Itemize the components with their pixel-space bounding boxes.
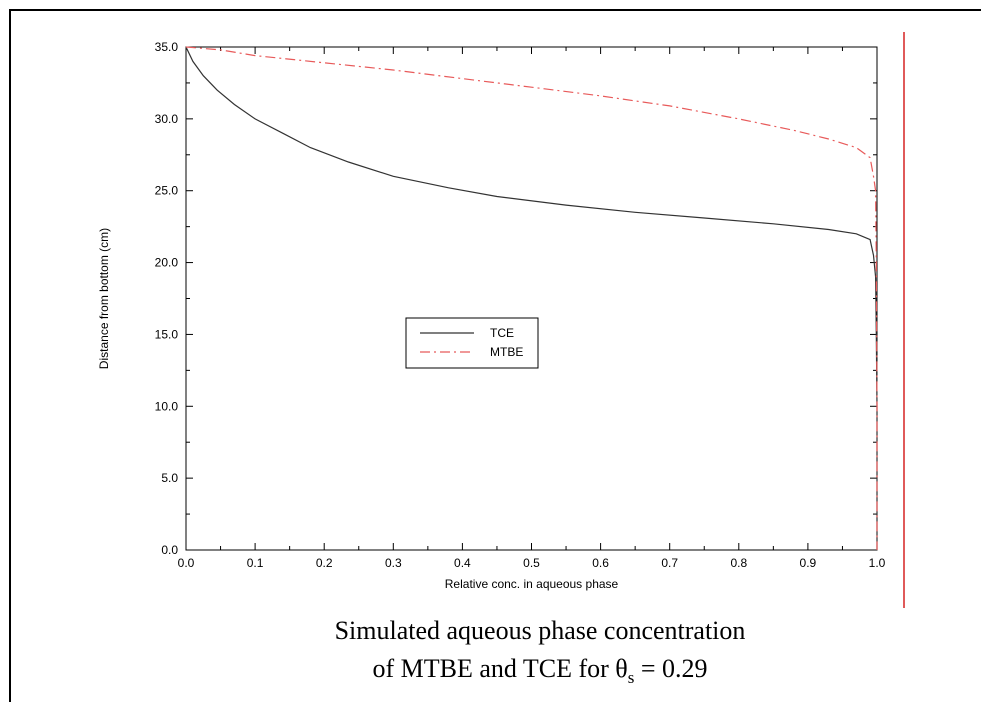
legend: TCE MTBE (405, 317, 539, 369)
series-line-mtbe (185, 46, 878, 550)
y-tick-label: 15.0 (155, 327, 179, 341)
series-line-tce (185, 46, 878, 550)
line-chart: 0.0 0.1 0.2 0.3 0.4 0.5 0.6 0.7 0.8 0.9 1.0 0.0 5.0 1… (97, 40, 886, 591)
caption-line-2-suffix: = 0.29 (634, 654, 708, 683)
x-tick-label: 0.3 (385, 556, 402, 570)
y-tick-label: 20.0 (155, 256, 179, 270)
y-tick-label: 30.0 (155, 112, 179, 126)
x-tick-label: 0.9 (800, 556, 817, 570)
y-axis-title: Distance from bottom (cm) (97, 228, 111, 369)
tick-labels: 0.0 0.1 0.2 0.3 0.4 0.5 0.6 0.7 0.8 0.9 1.0 0.0 5.0 1… (155, 40, 886, 570)
axis-ticks (185, 46, 878, 551)
x-tick-label: 0.6 (592, 556, 609, 570)
plot-area (185, 46, 878, 551)
x-tick-label: 0.7 (661, 556, 678, 570)
x-tick-label: 0.4 (454, 556, 471, 570)
caption-line-1: Simulated aqueous phase concentration (334, 616, 746, 645)
caption-subscript: s (627, 668, 635, 688)
caption-line-2: of MTBE and TCE for θs = 0.29 (120, 654, 960, 688)
y-tick-label: 25.0 (155, 184, 179, 198)
caption-line-2-prefix: of MTBE and TCE for θ (372, 654, 628, 683)
y-tick-label: 35.0 (155, 40, 179, 54)
legend-label-tce: TCE (490, 326, 514, 340)
accent-divider-line (903, 32, 905, 608)
x-tick-label: 0.8 (730, 556, 747, 570)
x-tick-label: 1.0 (869, 556, 886, 570)
x-tick-label: 0.0 (178, 556, 195, 570)
figure-frame (9, 9, 981, 702)
y-tick-label: 5.0 (161, 471, 178, 485)
series-lines (185, 46, 878, 550)
x-tick-label: 0.5 (523, 556, 540, 570)
x-tick-label: 0.2 (316, 556, 333, 570)
y-tick-label: 0.0 (161, 543, 178, 557)
x-axis-title: Relative conc. in aqueous phase (445, 577, 619, 591)
legend-label-mtbe: MTBE (490, 345, 523, 359)
x-tick-label: 0.1 (247, 556, 264, 570)
y-tick-label: 10.0 (155, 399, 179, 413)
legend-box (405, 317, 539, 369)
